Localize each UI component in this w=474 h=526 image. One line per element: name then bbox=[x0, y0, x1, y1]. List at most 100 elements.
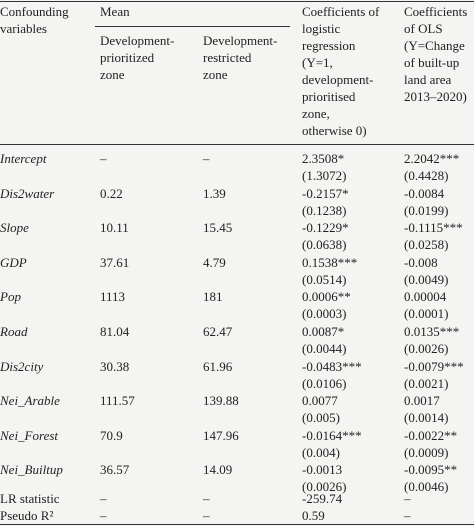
header-ols: 2013–2020) bbox=[404, 89, 467, 104]
logit-stat: -259.74 bbox=[302, 491, 343, 506]
header-variable: variables bbox=[0, 21, 47, 36]
row-variable: Pop bbox=[0, 289, 21, 305]
header-mean: Mean bbox=[100, 4, 130, 19]
mean-restricted: – bbox=[203, 491, 210, 506]
mean-prioritized: – bbox=[100, 151, 107, 166]
row-variable: Road bbox=[0, 324, 28, 339]
header-logit: logistic bbox=[302, 21, 341, 36]
mean-restricted: 14.09 bbox=[203, 462, 233, 478]
mean-rule bbox=[95, 26, 290, 27]
header-mean-column: restricted bbox=[203, 50, 252, 65]
logit-coefficient: 2.3508* bbox=[302, 151, 345, 166]
ols-se: (0.0046) bbox=[404, 479, 449, 495]
ols-se: (0.0026) bbox=[404, 341, 449, 356]
mean-restricted: 4.79 bbox=[203, 254, 226, 270]
mean-restricted: 139.88 bbox=[203, 393, 239, 409]
header-variable: Confounding bbox=[0, 4, 69, 19]
logit-coefficient: -0.0164*** bbox=[302, 427, 362, 443]
row-variable: Slope bbox=[0, 220, 29, 236]
header-rule bbox=[0, 144, 474, 145]
logit-se: (0.005) bbox=[302, 410, 340, 426]
mean-prioritized: 37.61 bbox=[100, 254, 130, 270]
row-variable: Dis2city bbox=[0, 358, 44, 374]
mean-prioritized: 30.38 bbox=[100, 358, 130, 374]
ols-se: (0.0021) bbox=[404, 375, 449, 391]
row-variable: Nei_Builtup bbox=[0, 462, 63, 478]
logit-se: (0.0638) bbox=[302, 237, 347, 253]
mean-prioritized: – bbox=[100, 508, 107, 523]
logit-coefficient: -0.0483*** bbox=[302, 358, 362, 374]
mean-prioritized: 111.57 bbox=[100, 393, 135, 409]
ols-se: (0.0014) bbox=[404, 410, 449, 426]
logit-se: (0.0003) bbox=[302, 306, 347, 322]
mean-restricted: 61.96 bbox=[203, 358, 233, 374]
logit-se: (0.0514) bbox=[302, 271, 347, 287]
logit-se: (1.3072) bbox=[302, 168, 347, 183]
header-logit: development- bbox=[302, 72, 374, 87]
logit-coefficient: -0.2157* bbox=[302, 185, 349, 201]
ols-coefficient: 0.0135*** bbox=[404, 324, 460, 339]
mean-restricted: 15.45 bbox=[203, 220, 233, 236]
ols-se: (0.0258) bbox=[404, 237, 449, 253]
ols-se: (0.0001) bbox=[404, 306, 449, 322]
ols-coefficient: 0.0017 bbox=[404, 393, 440, 409]
ols-se: (0.4428) bbox=[404, 168, 449, 183]
mean-prioritized: 81.04 bbox=[100, 324, 130, 339]
ols-se: (0.0199) bbox=[404, 202, 449, 218]
mean-prioritized: 1113 bbox=[100, 289, 126, 305]
mean-restricted: 181 bbox=[203, 289, 223, 305]
ols-coefficient: 2.2042*** bbox=[404, 151, 460, 166]
header-ols: (Y=Change bbox=[404, 38, 465, 53]
ols-coefficient: -0.0079*** bbox=[404, 358, 464, 374]
logit-se: (0.1238) bbox=[302, 202, 347, 218]
logit-coefficient: 0.1538*** bbox=[302, 254, 358, 270]
logit-coefficient: 0.0087* bbox=[302, 324, 345, 339]
mean-restricted: 1.39 bbox=[203, 185, 226, 201]
logit-coefficient: -0.0013 bbox=[302, 462, 343, 478]
header-ols: land area bbox=[404, 72, 452, 87]
header-logit: (Y=1, bbox=[302, 55, 333, 70]
row-variable: GDP bbox=[0, 254, 27, 270]
ols-se: (0.0049) bbox=[404, 271, 449, 287]
stat-name: Pseudo R² bbox=[0, 508, 54, 523]
header-ols: of built-up bbox=[404, 55, 460, 70]
row-variable: Intercept bbox=[0, 151, 47, 166]
logit-se: (0.004) bbox=[302, 444, 340, 460]
row-variable: Nei_Forest bbox=[0, 427, 59, 443]
ols-stat: – bbox=[404, 508, 411, 523]
mean-prioritized: – bbox=[100, 491, 107, 506]
mean-prioritized: 70.9 bbox=[100, 427, 123, 443]
header-ols: Coefficients bbox=[404, 4, 468, 19]
top-rule bbox=[0, 1, 474, 2]
row-variable: Nei_Arable bbox=[0, 393, 60, 409]
stat-name: LR statistic bbox=[0, 491, 60, 506]
header-logit: zone, bbox=[302, 106, 330, 121]
ols-coefficient: -0.1115*** bbox=[404, 220, 463, 236]
header-logit: prioritised bbox=[302, 89, 356, 104]
header-mean-column: zone bbox=[100, 67, 125, 82]
header-ols: of OLS bbox=[404, 21, 443, 36]
mean-restricted: 147.96 bbox=[203, 427, 239, 443]
ols-coefficient: -0.0022** bbox=[404, 427, 458, 443]
logit-stat: 0.59 bbox=[302, 508, 325, 523]
header-logit: Coefficients of bbox=[302, 4, 380, 19]
ols-se: (0.0009) bbox=[404, 444, 449, 460]
logit-coefficient: -0.1229* bbox=[302, 220, 349, 236]
mean-restricted: 62.47 bbox=[203, 324, 233, 339]
mean-restricted: – bbox=[203, 151, 210, 166]
ols-coefficient: -0.008 bbox=[404, 254, 438, 270]
header-mean-column: Development- bbox=[203, 33, 278, 48]
ols-coefficient: -0.0084 bbox=[404, 185, 445, 201]
mean-prioritized: 10.11 bbox=[100, 220, 129, 236]
ols-stat: – bbox=[404, 491, 411, 506]
bottom-rule bbox=[0, 524, 474, 525]
ols-coefficient: -0.0095** bbox=[404, 462, 458, 478]
logit-coefficient: 0.0077 bbox=[302, 393, 338, 409]
header-logit: otherwise 0) bbox=[302, 123, 367, 138]
header-mean-column: prioritized bbox=[100, 50, 155, 65]
logit-se: (0.0044) bbox=[302, 341, 347, 356]
logit-se: (0.0026) bbox=[302, 479, 347, 495]
mean-prioritized: 36.57 bbox=[100, 462, 130, 478]
logit-coefficient: 0.0006** bbox=[302, 289, 351, 305]
